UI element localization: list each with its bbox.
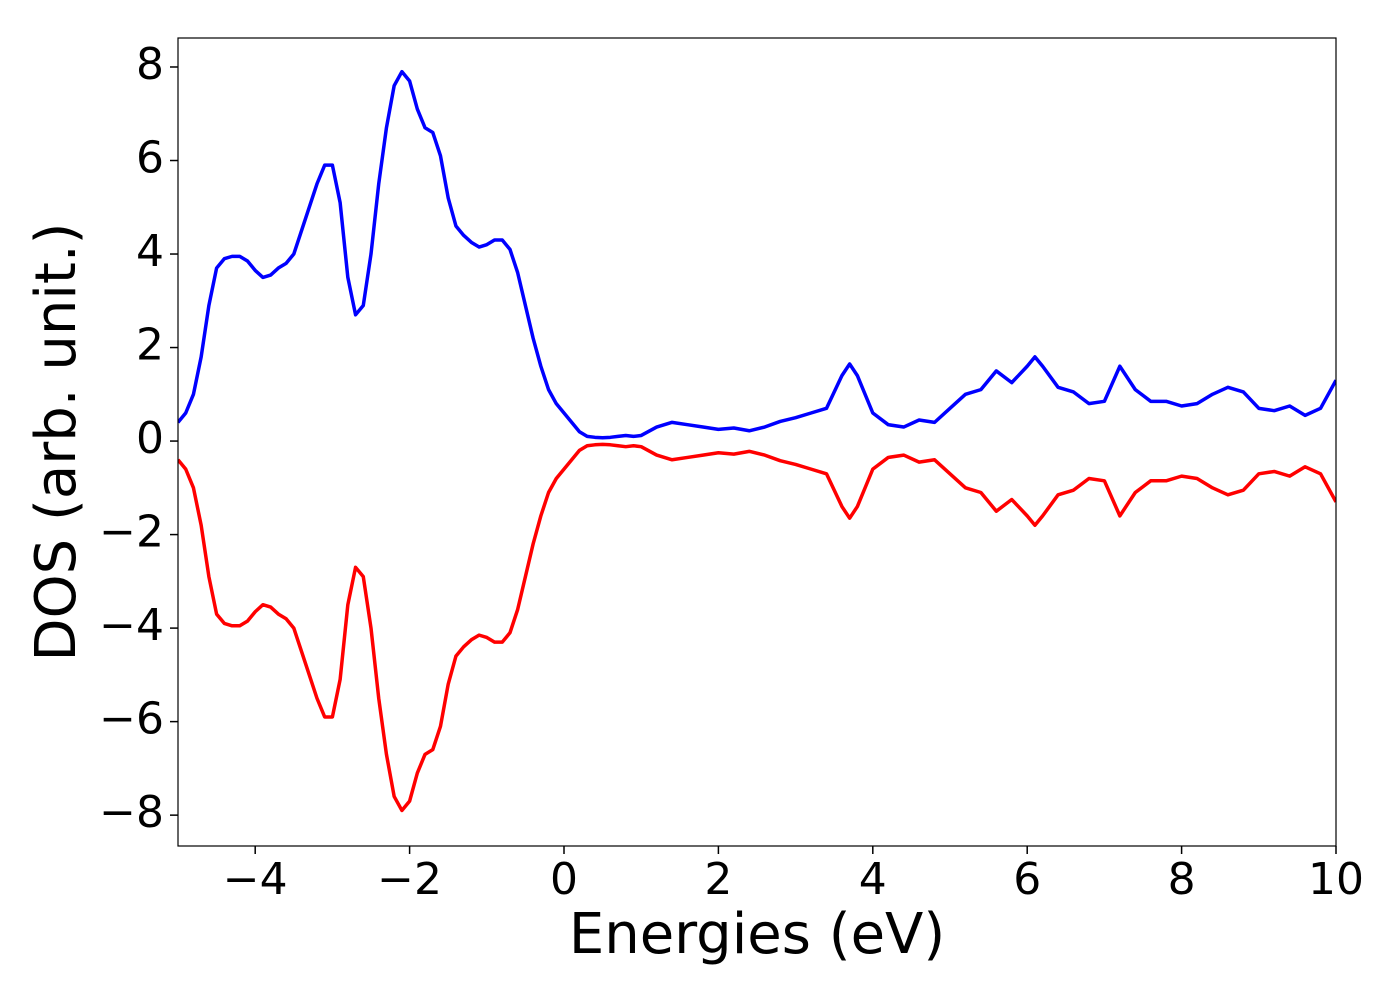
x-tick-label: 10 <box>1308 854 1364 905</box>
x-tick-label: −4 <box>223 854 288 905</box>
y-tick-label: 2 <box>136 320 164 371</box>
y-tick-label: 8 <box>136 39 164 90</box>
y-tick-label: −8 <box>99 787 164 838</box>
series-line <box>178 442 1336 813</box>
y-tick-label: −6 <box>99 694 164 745</box>
x-axis-label: Energies (eV) <box>569 902 945 967</box>
series-line <box>178 69 1336 440</box>
y-tick-label: −2 <box>99 507 164 558</box>
plot-frame <box>177 37 1337 847</box>
x-tick-label: 0 <box>550 854 578 905</box>
y-tick-label: −4 <box>99 600 164 651</box>
y-tick-label: 4 <box>136 226 164 277</box>
x-tick-label: 6 <box>1013 854 1041 905</box>
y-axis-label: DOS (arb. unit.) <box>24 222 89 661</box>
y-tick-label: 0 <box>136 413 164 464</box>
x-tick-label: −2 <box>377 854 442 905</box>
x-tick-label: 4 <box>859 854 887 905</box>
x-tick-label: 8 <box>1168 854 1196 905</box>
x-tick-label: 2 <box>704 854 732 905</box>
y-tick-label: 6 <box>136 133 164 184</box>
